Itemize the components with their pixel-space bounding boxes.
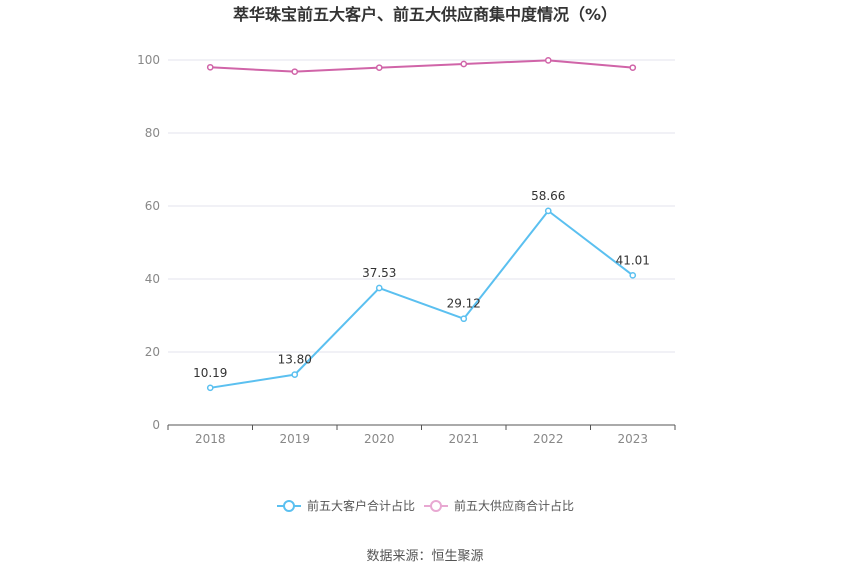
data-labels: 10.19 13.80 37.53 29.12 58.66 41.01 [193,189,650,380]
x-tick-label: 2019 [279,432,310,446]
y-tick-label: 100 [137,53,160,67]
series-line [210,209,634,389]
data-point [544,57,552,64]
y-axis: 0 20 40 60 80 100 [137,53,160,432]
x-axis: 2018 2019 2020 2021 2022 2023 [167,425,676,446]
legend-label: 前五大供应商合计占比 [454,498,574,513]
source-note: 数据来源：恒生聚源 [366,549,483,564]
legend-marker [430,500,442,512]
data-point [375,64,383,72]
y-tick-label: 0 [152,418,160,432]
data-label: 37.53 [362,266,396,280]
data-point [291,68,299,76]
data-point [460,60,468,68]
data-point [291,371,299,378]
chart-title: 萃华珠宝前五大客户、前五大供应商集中度情况（%） [233,5,617,24]
series-1 [206,207,637,392]
x-tick-label: 2023 [617,432,648,446]
legend-marker [283,500,295,512]
legend-item: 前五大客户合计占比 [277,498,415,513]
y-tick-label: 40 [145,272,160,286]
data-point [375,284,383,292]
series-line [210,59,633,73]
data-point [460,315,468,323]
data-point [629,271,637,279]
data-point [629,64,637,72]
y-tick-label: 20 [145,345,160,359]
legend: 前五大客户合计占比 前五大供应商合计占比 [277,498,574,513]
data-label: 10.19 [193,366,227,380]
x-tick-label: 2020 [364,432,395,446]
data-point [206,384,214,392]
data-label: 29.12 [447,297,481,311]
data-point [206,63,214,71]
legend-label: 前五大客户合计占比 [307,498,415,513]
grid [168,59,675,353]
series-layer [206,57,637,392]
y-tick-label: 60 [145,199,160,213]
data-label: 41.01 [616,253,650,267]
x-tick-label: 2018 [195,432,226,446]
y-tick-label: 80 [145,126,160,140]
data-label: 13.80 [278,353,312,367]
data-label: 58.66 [531,189,565,203]
x-tick-label: 2021 [448,432,479,446]
legend-item: 前五大供应商合计占比 [424,498,574,513]
data-point [544,207,552,215]
series-2 [206,57,637,76]
x-tick-label: 2022 [533,432,564,446]
